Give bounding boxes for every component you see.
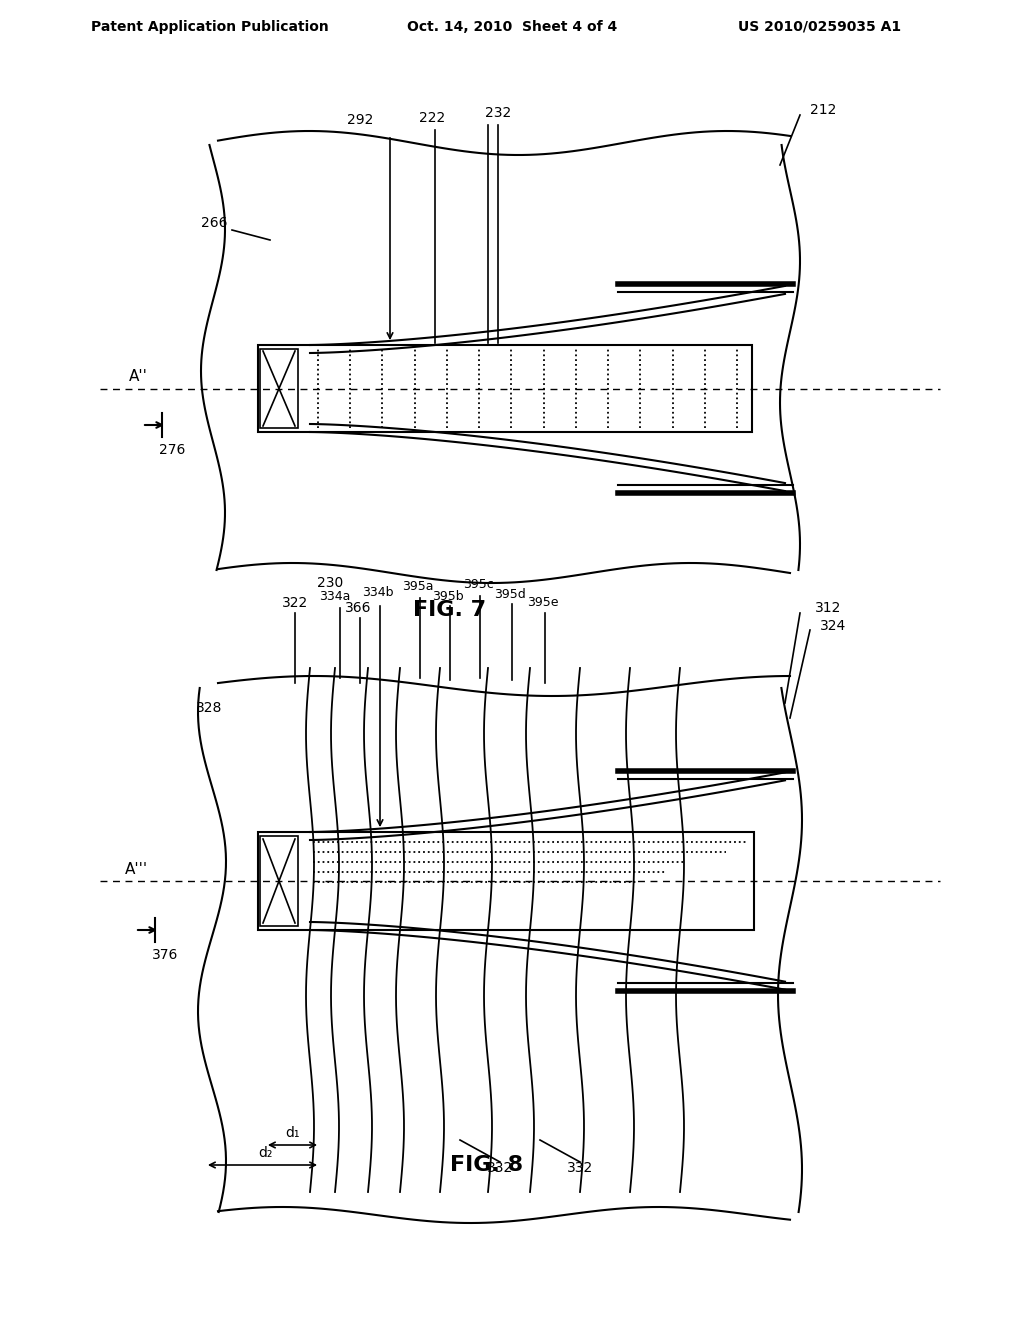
Text: d₂: d₂ [258,1146,272,1160]
Text: 395b: 395b [432,590,464,602]
Text: 222: 222 [419,111,445,125]
Text: d₁: d₁ [285,1126,299,1140]
Text: 334a: 334a [319,590,350,602]
Text: 366: 366 [345,601,372,615]
Text: Oct. 14, 2010  Sheet 4 of 4: Oct. 14, 2010 Sheet 4 of 4 [407,20,617,34]
Text: 212: 212 [810,103,837,117]
Text: 328: 328 [196,701,222,715]
Text: FIG. 8: FIG. 8 [450,1155,523,1175]
Text: 322: 322 [282,597,308,610]
Text: 276: 276 [159,444,185,457]
Text: 332: 332 [567,1162,593,1175]
Text: US 2010/0259035 A1: US 2010/0259035 A1 [738,20,901,34]
Text: 324: 324 [820,619,846,634]
Text: 395d: 395d [495,587,526,601]
Bar [258,832,754,931]
Text: A'': A'' [129,370,148,384]
Text: 266: 266 [202,216,228,230]
Bar [258,345,752,432]
Bar [260,348,298,428]
Text: A''': A''' [125,862,148,876]
Text: 292: 292 [347,114,373,127]
Text: 232: 232 [485,106,511,120]
Text: 334b: 334b [362,586,394,599]
Text: 312: 312 [815,601,842,615]
Text: 332: 332 [486,1162,513,1175]
Text: 376: 376 [152,948,178,962]
Text: 395e: 395e [527,597,559,610]
Text: FIG. 7: FIG. 7 [414,601,486,620]
Bar [260,836,298,927]
Text: 230: 230 [316,576,343,590]
Text: Patent Application Publication: Patent Application Publication [91,20,329,34]
Text: 395a: 395a [402,579,434,593]
Text: 395c: 395c [463,578,494,590]
